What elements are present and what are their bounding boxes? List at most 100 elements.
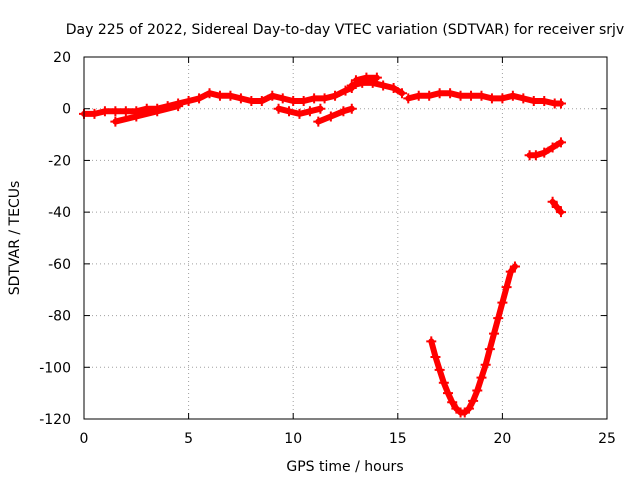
data-point <box>273 103 284 114</box>
data-point <box>371 72 382 83</box>
data-point <box>455 90 466 101</box>
data-point <box>350 75 361 86</box>
data-point <box>476 372 487 383</box>
series-line <box>112 103 182 125</box>
data-point <box>484 344 495 355</box>
y-tick-label: 0 <box>62 102 71 118</box>
data-point <box>388 83 399 94</box>
data-point <box>110 116 121 127</box>
chart-title: Day 225 of 2022, Sidereal Day-to-day VTE… <box>66 22 624 38</box>
data-point <box>463 403 474 414</box>
data-point <box>530 150 541 161</box>
data-point <box>361 72 372 83</box>
data-point <box>194 93 205 104</box>
plot-frame <box>83 56 608 420</box>
data-point <box>396 88 407 99</box>
data-point <box>555 137 566 148</box>
data-point <box>89 108 100 119</box>
x-tick-label: 5 <box>184 431 193 447</box>
x-tick-label: 15 <box>389 431 407 447</box>
data-point <box>214 90 225 101</box>
data-point <box>99 106 110 117</box>
data-point <box>497 297 508 308</box>
data-point <box>131 111 142 122</box>
data-point <box>518 93 529 104</box>
data-point <box>288 95 299 106</box>
y-tick-label: 20 <box>53 50 71 66</box>
data-point <box>551 201 562 212</box>
data-series <box>79 72 566 418</box>
data-point <box>555 207 566 218</box>
data-point <box>547 142 558 153</box>
x-tick-label: 20 <box>493 431 511 447</box>
series-line <box>315 105 355 125</box>
y-tick-label: -60 <box>48 257 71 273</box>
data-point <box>476 90 487 101</box>
data-point <box>501 282 512 293</box>
data-point <box>298 95 309 106</box>
data-point <box>313 116 324 127</box>
x-tick-label: 25 <box>598 431 616 447</box>
data-point <box>497 93 508 104</box>
data-point <box>434 364 445 375</box>
data-point <box>472 385 483 396</box>
data-point <box>277 93 288 104</box>
y-tick-label: -120 <box>39 412 71 428</box>
data-point <box>315 103 326 114</box>
data-point <box>338 106 349 117</box>
data-point <box>547 196 558 207</box>
data-point <box>424 90 435 101</box>
data-point <box>120 106 131 117</box>
data-point <box>509 261 520 272</box>
data-point <box>340 85 351 96</box>
data-point <box>443 388 454 399</box>
x-tick-labels: 0 5 10 15 20 25 <box>80 431 616 447</box>
data-point <box>325 111 336 122</box>
data-point <box>284 106 295 117</box>
data-point <box>486 93 497 104</box>
y-tick-label: -80 <box>48 309 71 325</box>
data-point <box>330 90 341 101</box>
data-point <box>152 106 163 117</box>
data-point <box>480 359 491 370</box>
y-axis-label: SDTVAR / TECUs <box>7 181 23 296</box>
data-point <box>438 377 449 388</box>
data-point <box>204 88 215 99</box>
data-point <box>445 88 456 99</box>
data-point <box>346 103 357 114</box>
data-point <box>447 397 458 408</box>
data-point <box>555 98 566 109</box>
data-point <box>267 90 278 101</box>
x-axis-label: GPS time / hours <box>286 459 403 475</box>
data-point <box>466 90 477 101</box>
data-point <box>493 313 504 324</box>
data-point <box>430 351 441 362</box>
grid <box>84 57 607 419</box>
data-point <box>309 93 320 104</box>
data-point <box>413 90 424 101</box>
data-point <box>225 90 236 101</box>
data-point <box>110 106 121 117</box>
data-point <box>246 95 257 106</box>
data-point <box>346 80 357 91</box>
data-point <box>539 147 550 158</box>
data-point <box>505 266 516 277</box>
data-point <box>183 95 194 106</box>
y-tick-label: -40 <box>48 205 71 221</box>
data-point <box>468 395 479 406</box>
x-tick-label: 10 <box>284 431 302 447</box>
data-point <box>489 328 500 339</box>
data-point <box>539 95 550 106</box>
axis-ticks <box>83 56 608 420</box>
y-tick-label: -100 <box>39 360 71 376</box>
data-point <box>235 93 246 104</box>
data-point <box>378 80 389 91</box>
data-point <box>304 106 315 117</box>
data-point <box>319 93 330 104</box>
data-point <box>507 90 518 101</box>
data-point <box>434 88 445 99</box>
data-point <box>173 101 184 112</box>
data-point <box>403 93 414 104</box>
y-tick-labels: 20 0 -20 -40 -60 -80 -100 -120 <box>39 50 71 428</box>
